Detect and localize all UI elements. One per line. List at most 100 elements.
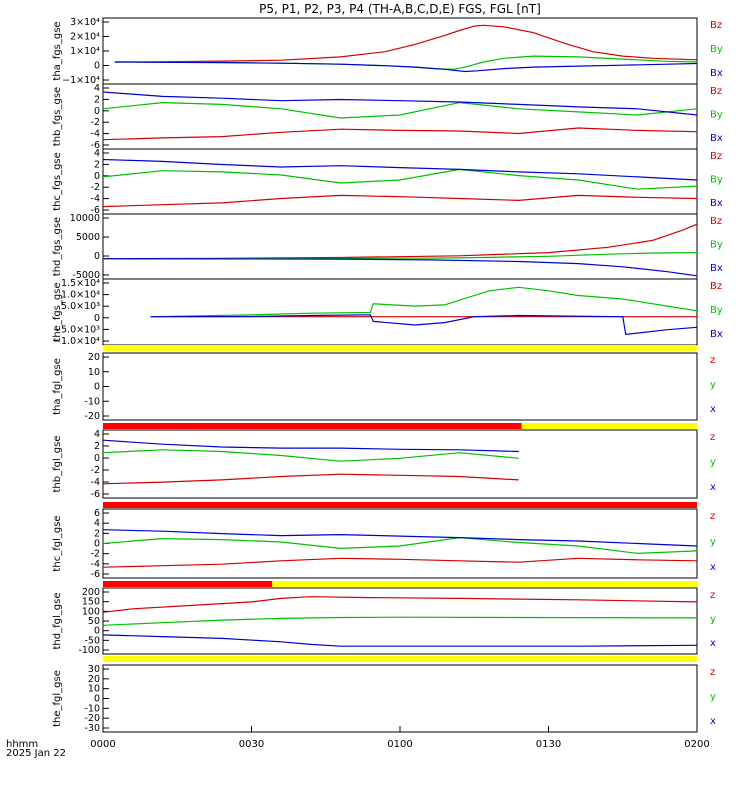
x-tick-label: 0030 xyxy=(239,739,264,750)
panel-frame xyxy=(102,17,698,85)
series-By-line xyxy=(150,286,698,318)
y-tick-label: 0 xyxy=(94,382,100,393)
y-axis-label: thd_fgl_gse xyxy=(52,593,63,650)
y-tick-label: 10 xyxy=(88,684,100,695)
y-tick-label: 10000 xyxy=(70,213,100,224)
y-tick-label: 5.0×10³ xyxy=(61,301,100,312)
y-tick-label: 0 xyxy=(94,626,100,637)
y-tick-label: -4 xyxy=(91,194,100,205)
series-Bx-line xyxy=(114,61,698,73)
time-axis: 0000 0030 0100 0130 0200 xyxy=(90,726,710,750)
legend-Bz: Bz xyxy=(710,216,722,227)
legend-z: z xyxy=(710,355,715,366)
series-Bz-line xyxy=(102,127,698,141)
series-Bx-line xyxy=(150,314,698,336)
mode-bar-segment xyxy=(272,581,697,587)
y-tick-label: -10 xyxy=(84,396,100,407)
y-tick-label: -6 xyxy=(91,205,100,216)
panel-thd_fgs_gse: thd_fgs_gse -5000 0 5000 10000 Bz By Bx xyxy=(52,213,723,281)
legend-By: By xyxy=(710,110,723,121)
legend-z: z xyxy=(710,667,715,678)
y-tick-label: -2 xyxy=(91,117,100,128)
mode-bar-segment xyxy=(103,502,697,508)
series-Bz-line xyxy=(102,223,698,260)
panel-frame xyxy=(102,352,698,421)
panel-frame xyxy=(102,508,698,579)
y-axis-label: tha_fgs_gse xyxy=(52,21,63,80)
series-z-line xyxy=(102,596,698,613)
panel-frame xyxy=(102,429,698,499)
y-axis-label: the_fgl_gse xyxy=(52,670,63,727)
legend-x: x xyxy=(710,404,716,415)
y-tick-label: 2×10⁴ xyxy=(70,32,100,43)
y-tick-label: -2 xyxy=(91,182,100,193)
series-Bz-line xyxy=(102,194,698,208)
y-tick-label: −1.0×10⁴ xyxy=(53,336,100,347)
y-tick-label: 4 xyxy=(94,83,100,94)
y-tick-label: -100 xyxy=(78,645,100,656)
y-axis-label: thb_fgs_gse xyxy=(52,87,63,146)
legend-Bz: Bz xyxy=(710,281,722,292)
legend-Bz: Bz xyxy=(710,20,722,31)
y-tick-label: -6 xyxy=(91,569,100,580)
mode-bar-segment xyxy=(103,345,697,351)
legend-x: x xyxy=(710,482,716,493)
series-By-line xyxy=(102,168,698,190)
y-tick-label: -5000 xyxy=(72,270,100,281)
y-tick-label: 4 xyxy=(94,429,100,440)
y-axis-label: thc_fgl_gse xyxy=(52,515,63,571)
y-tick-label: -2 xyxy=(91,465,100,476)
x-tick-label: 0200 xyxy=(684,739,709,750)
y-tick-label: -4 xyxy=(91,129,100,140)
y-tick-label: 0 xyxy=(94,251,100,262)
y-tick-label: 30 xyxy=(88,664,100,675)
legend-z: z xyxy=(710,590,715,601)
y-tick-label: -4 xyxy=(91,559,100,570)
legend-z: z xyxy=(710,432,715,443)
legend-Bz: Bz xyxy=(710,86,722,97)
legend-x: x xyxy=(710,638,716,649)
series-By-line xyxy=(103,252,698,260)
y-tick-label: 3×10⁴ xyxy=(70,17,100,28)
y-tick-label: 150 xyxy=(82,597,100,608)
y-tick-label: -2 xyxy=(91,549,100,560)
legend-y: y xyxy=(710,614,716,625)
mode-bars xyxy=(103,345,697,662)
x-axis-label: hhmm xyxy=(6,739,38,750)
y-tick-label: 5000 xyxy=(76,232,100,243)
legend-Bx: Bx xyxy=(710,198,723,209)
legend-y: y xyxy=(710,457,716,468)
panel-frame xyxy=(102,664,698,733)
series-z-line xyxy=(102,473,519,485)
y-tick-label: -30 xyxy=(84,723,100,734)
y-tick-label: 2 xyxy=(94,159,100,170)
y-tick-label: 6 xyxy=(94,508,100,519)
y-tick-label: 4 xyxy=(94,148,100,159)
legend-Bx: Bx xyxy=(710,133,723,144)
y-tick-label: 2 xyxy=(94,528,100,539)
legend-Bz: Bz xyxy=(710,151,722,162)
y-tick-label: -6 xyxy=(91,140,100,151)
panel-tha_fgl_gse: tha_fgl_gse -20 -10 0 10 20 z y x xyxy=(52,352,716,422)
legend-x: x xyxy=(710,716,716,727)
x-tick-label: 0000 xyxy=(90,739,115,750)
y-axis-label: the_fgs_gse xyxy=(52,282,63,341)
y-tick-label: 0 xyxy=(94,453,100,464)
y-tick-label: 100 xyxy=(82,606,100,617)
y-tick-label: 0 xyxy=(94,106,100,117)
legend-z: z xyxy=(710,511,715,522)
panel-frame xyxy=(102,83,698,150)
series-z-line xyxy=(102,557,698,568)
y-axis-label: thb_fgl_gse xyxy=(52,436,63,493)
y-tick-label: 1.0×10⁴ xyxy=(61,290,100,301)
series-Bx-line xyxy=(102,258,698,277)
legend-y: y xyxy=(710,380,716,391)
legend-Bx: Bx xyxy=(710,329,723,340)
y-axis-label: tha_fgl_gse xyxy=(52,358,63,415)
